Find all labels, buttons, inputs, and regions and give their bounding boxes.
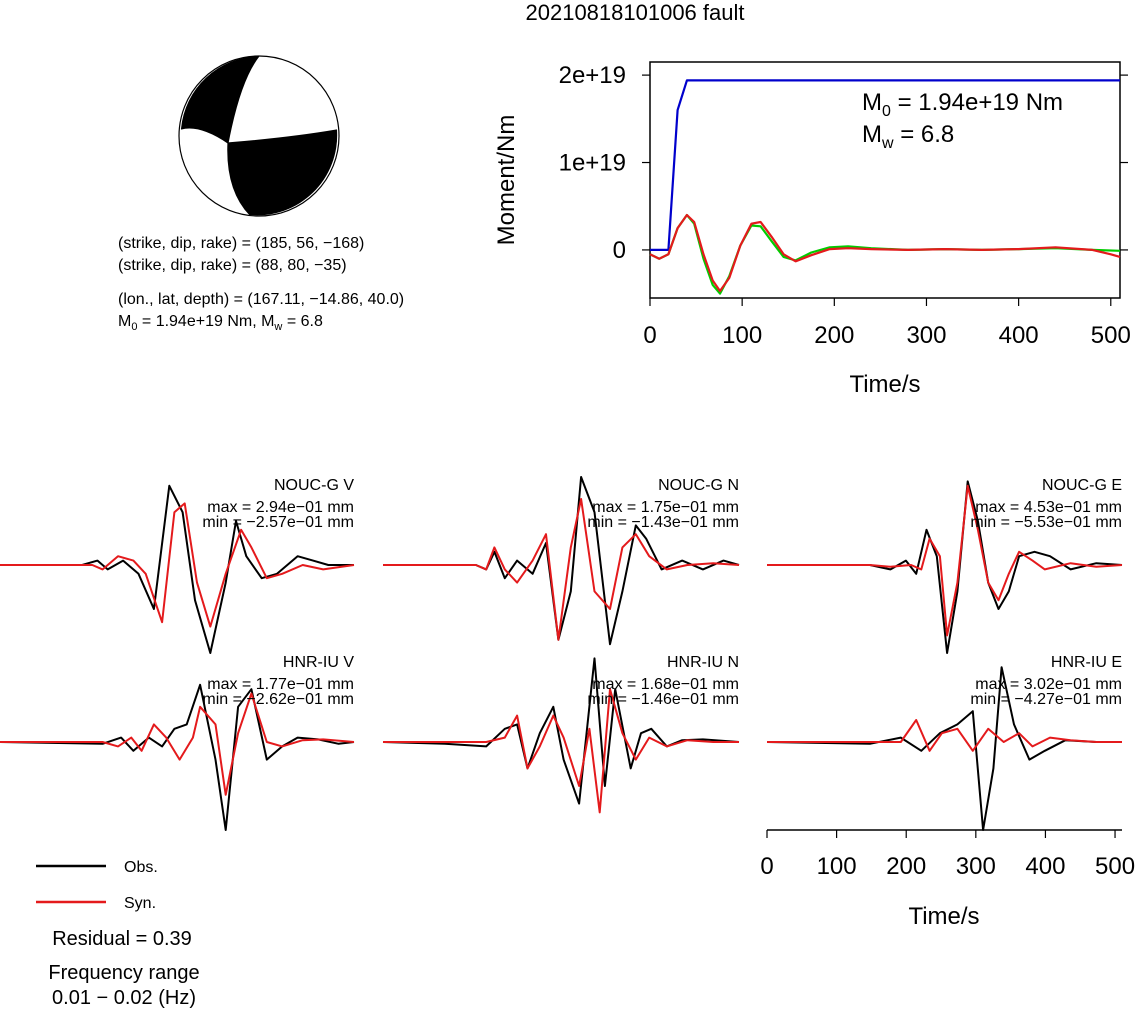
moment-ytick-label-0: 0 (613, 237, 626, 264)
figure-title: 20210818101006 fault (526, 0, 745, 25)
moment-series (649, 79, 1121, 295)
max-amplitude-label: max = 4.53e−01 mm (975, 499, 1122, 516)
moment-m0-annotation: M0 = 1.94e+19 Nm (862, 89, 1063, 120)
residual-text: Residual = 0.39 (52, 928, 192, 950)
moment-ytick-label-2: 2e+19 (559, 62, 626, 89)
waveform-syn-trace (383, 688, 739, 814)
max-amplitude-label: max = 3.02e−01 mm (975, 676, 1122, 693)
moment-plot-frame (649, 61, 1121, 299)
station-label: NOUC-G N (658, 477, 739, 494)
frequency-range-values: 0.01 − 0.02 (Hz) (52, 987, 196, 1009)
legend-syn-label: Syn. (124, 895, 156, 912)
min-amplitude-label: min = −2.57e−01 mm (202, 514, 354, 531)
waveform-xtick-label-500: 500 (1095, 853, 1135, 880)
mechanism-nodal-plane-2: (strike, dip, rake) = (88, 80, −35) (118, 257, 347, 274)
max-amplitude-label: max = 2.94e−01 mm (207, 499, 354, 516)
moment-xtick-label-400: 400 (999, 322, 1039, 349)
waveform-time-axis: 0 100 200 300 400 500 (760, 829, 1135, 880)
moment-xlabel: Time/s (849, 371, 920, 398)
station-label: HNR-IU N (667, 654, 739, 671)
waveform-syn-trace (383, 498, 740, 641)
station-label: NOUC-G E (1042, 477, 1122, 494)
max-amplitude-label: max = 1.68e−01 mm (592, 676, 739, 693)
max-amplitude-label: max = 1.75e−01 mm (592, 499, 739, 516)
mechanism-location: (lon., lat, depth) = (167.11, −14.86, 40… (118, 291, 404, 308)
min-amplitude-label: min = −5.53e−01 mm (970, 514, 1122, 531)
waveform-obs-trace (0, 683, 355, 831)
waveform-obs-trace (766, 666, 1122, 831)
waveform-syn-trace (0, 692, 355, 796)
min-amplitude-label: min = −1.43e−01 mm (587, 514, 739, 531)
min-amplitude-label: min = −2.62e−01 mm (202, 691, 354, 708)
waveform-obs-trace (383, 476, 740, 646)
moment-xtick-label-0: 0 (643, 322, 656, 349)
moment-xtick-label-500: 500 (1091, 322, 1131, 349)
waveform-xtick-label-300: 300 (956, 853, 996, 880)
moment-series-0 (650, 79, 1120, 251)
waveform-obs-trace (382, 657, 740, 805)
station-label: HNR-IU V (283, 654, 354, 671)
waveform-xtick-label-100: 100 (817, 853, 857, 880)
moment-ytick-label-1: 1e+19 (559, 150, 626, 177)
waveform-syn-trace (767, 719, 1122, 752)
waveform-syn-trace (767, 484, 1123, 637)
waveform-xlabel: Time/s (908, 903, 979, 930)
legend-obs-label: Obs. (124, 859, 158, 876)
moment-series-1 (649, 213, 1121, 295)
moment-chart: 0 100 200 300 400 500 0 1e+19 2e+19 M0 = 1.94e+1… (493, 61, 1131, 398)
moment-mw-annotation: Mw = 6.8 (862, 121, 954, 152)
min-amplitude-label: min = −1.46e−01 mm (587, 691, 739, 708)
moment-xtick-label-100: 100 (722, 322, 762, 349)
focal-mechanism-beachball (178, 55, 340, 217)
station-label: NOUC-G V (274, 477, 354, 494)
waveform-xtick-label-400: 400 (1025, 853, 1065, 880)
waveform-obs-trace (767, 480, 1123, 654)
mechanism-nodal-plane-1: (strike, dip, rake) = (185, 56, −168) (118, 235, 364, 252)
max-amplitude-label: max = 1.77e−01 mm (207, 676, 354, 693)
moment-series-2 (649, 213, 1121, 293)
moment-ylabel: Moment/Nm (493, 115, 520, 246)
mechanism-moment: M0 = 1.94e+19 Nm, Mw = 6.8 (118, 313, 323, 333)
waveform-xtick-label-0: 0 (760, 853, 773, 880)
moment-xtick-label-300: 300 (906, 322, 946, 349)
frequency-range-title: Frequency range (48, 962, 199, 984)
min-amplitude-label: min = −4.27e−01 mm (970, 691, 1122, 708)
legend: Obs. Syn. (36, 859, 158, 912)
moment-axes: 0 100 200 300 400 500 0 1e+19 2e+19 (559, 62, 1131, 349)
waveform-obs-trace (0, 484, 354, 654)
station-label: HNR-IU E (1051, 654, 1122, 671)
waveform-xtick-label-200: 200 (886, 853, 926, 880)
moment-xtick-label-200: 200 (814, 322, 854, 349)
waveform-syn-trace (0, 502, 355, 628)
